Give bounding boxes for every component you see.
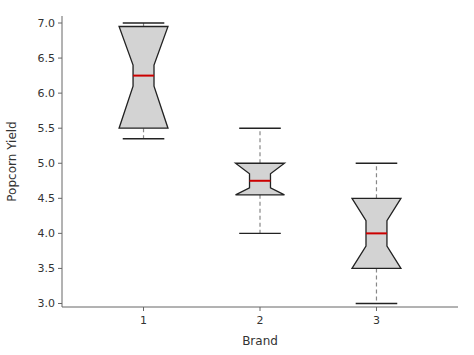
x-tick (260, 307, 261, 311)
whisker-low (259, 195, 260, 234)
x-tick (143, 307, 144, 311)
box (119, 27, 168, 129)
box (236, 163, 285, 195)
y-tick (58, 163, 62, 164)
whisker-low (143, 128, 144, 139)
cap-high (239, 127, 281, 128)
y-tick-label: 4.0 (38, 227, 56, 240)
cap-high (356, 163, 398, 164)
y-tick (58, 198, 62, 199)
y-tick-label: 5.0 (38, 157, 56, 170)
median (250, 180, 271, 182)
median (366, 232, 387, 234)
cap-low (123, 138, 165, 139)
cap-high (123, 22, 165, 23)
y-tick (58, 128, 62, 129)
y-tick-label: 6.5 (38, 52, 56, 65)
chart: 3.0 3.5 4.0 4.5 5.0 5.5 6.0 6.5 7.0 1 2 3 Brand Popco… (0, 0, 474, 355)
y-tick (58, 93, 62, 94)
y-axis-label: Popcorn Yield (5, 121, 19, 201)
y-tick-label: 3.5 (38, 262, 56, 275)
box (352, 198, 401, 268)
x-tick-label: 3 (373, 314, 380, 327)
plot-area (119, 23, 401, 303)
x-axis-label: Brand (242, 334, 278, 348)
whisker-high (376, 163, 377, 198)
cap-low (239, 233, 281, 234)
y-tick (58, 268, 62, 269)
y-tick (58, 23, 62, 24)
x-tick (376, 307, 377, 311)
x-tick-label: 1 (140, 314, 147, 327)
y-axis-line (62, 16, 63, 307)
y-tick-label: 4.5 (38, 192, 56, 205)
y-tick-label: 3.0 (38, 297, 56, 310)
y-tick (58, 303, 62, 304)
median (133, 75, 154, 77)
x-tick-label: 2 (257, 314, 264, 327)
y-tick-label: 5.5 (38, 122, 56, 135)
y-tick (58, 233, 62, 234)
y-tick (58, 58, 62, 59)
whisker-high (259, 128, 260, 163)
y-tick-label: 6.0 (38, 87, 56, 100)
y-tick-label: 7.0 (38, 17, 56, 30)
whisker-low (376, 268, 377, 303)
cap-low (356, 303, 398, 304)
